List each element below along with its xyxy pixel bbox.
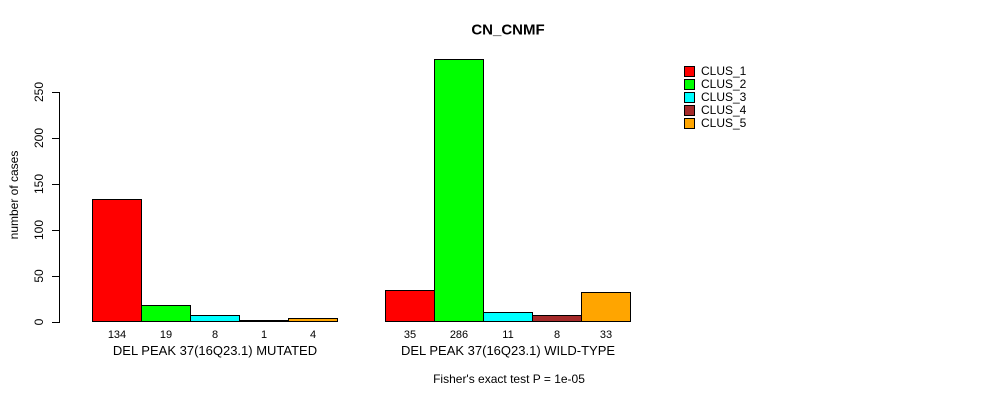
bar-clus_5 xyxy=(581,292,631,322)
fisher-test-annotation: Fisher's exact test P = 1e-05 xyxy=(433,372,585,386)
legend-label: CLUS_3 xyxy=(701,90,747,104)
bar-value-label: 8 xyxy=(211,329,219,341)
y-axis-tick-label: 0 xyxy=(32,318,46,326)
bar-value-label: 4 xyxy=(309,329,317,341)
x-group-label: DEL PEAK 37(16Q23.1) WILD-TYPE xyxy=(400,343,616,358)
bar-value-label: 134 xyxy=(107,329,127,341)
bar-clus_3 xyxy=(483,312,533,322)
y-axis-tick xyxy=(52,138,59,139)
legend-label: CLUS_5 xyxy=(701,116,747,130)
chart-title: CN_CNMF xyxy=(471,21,545,39)
bar-clus_1 xyxy=(92,199,142,322)
bar-value-label: 35 xyxy=(403,329,417,341)
legend-label: CLUS_1 xyxy=(701,64,747,78)
legend-swatch-clus_4 xyxy=(684,105,695,116)
y-axis-tick xyxy=(52,230,59,231)
y-axis-tick-label: 200 xyxy=(32,127,46,149)
legend-swatch-clus_3 xyxy=(684,92,695,103)
bar-clus_2 xyxy=(141,305,191,322)
bar-value-label: 286 xyxy=(449,329,469,341)
y-axis-tick xyxy=(52,92,59,93)
bar-clus_3 xyxy=(190,315,240,322)
bar-clus_1 xyxy=(385,290,435,322)
bar-clus_2 xyxy=(434,59,484,322)
legend-swatch-clus_1 xyxy=(684,66,695,77)
y-axis-tick-label: 50 xyxy=(32,269,46,283)
bar-value-label: 1 xyxy=(260,329,268,341)
y-axis-line xyxy=(59,92,60,323)
legend-label: CLUS_2 xyxy=(701,77,747,91)
bar-value-label: 19 xyxy=(159,329,173,341)
legend-swatch-clus_2 xyxy=(684,79,695,90)
bar-clus_4 xyxy=(239,320,289,322)
bar-clus_5 xyxy=(288,318,338,322)
bar-clus_4 xyxy=(532,315,582,322)
bar-value-label: 8 xyxy=(553,329,561,341)
bar-value-label: 11 xyxy=(502,329,514,341)
bar-value-label: 33 xyxy=(599,329,613,341)
y-axis-label: number of cases xyxy=(7,150,21,240)
x-group-label: DEL PEAK 37(16Q23.1) MUTATED xyxy=(112,343,318,358)
y-axis-tick-label: 250 xyxy=(32,81,46,103)
y-axis-tick xyxy=(52,322,59,323)
y-axis-tick xyxy=(52,184,59,185)
y-axis-tick-label: 100 xyxy=(32,219,46,241)
legend-label: CLUS_4 xyxy=(701,103,747,117)
legend-swatch-clus_5 xyxy=(684,118,695,129)
y-axis-tick xyxy=(52,276,59,277)
y-axis-tick-label: 150 xyxy=(32,173,46,195)
